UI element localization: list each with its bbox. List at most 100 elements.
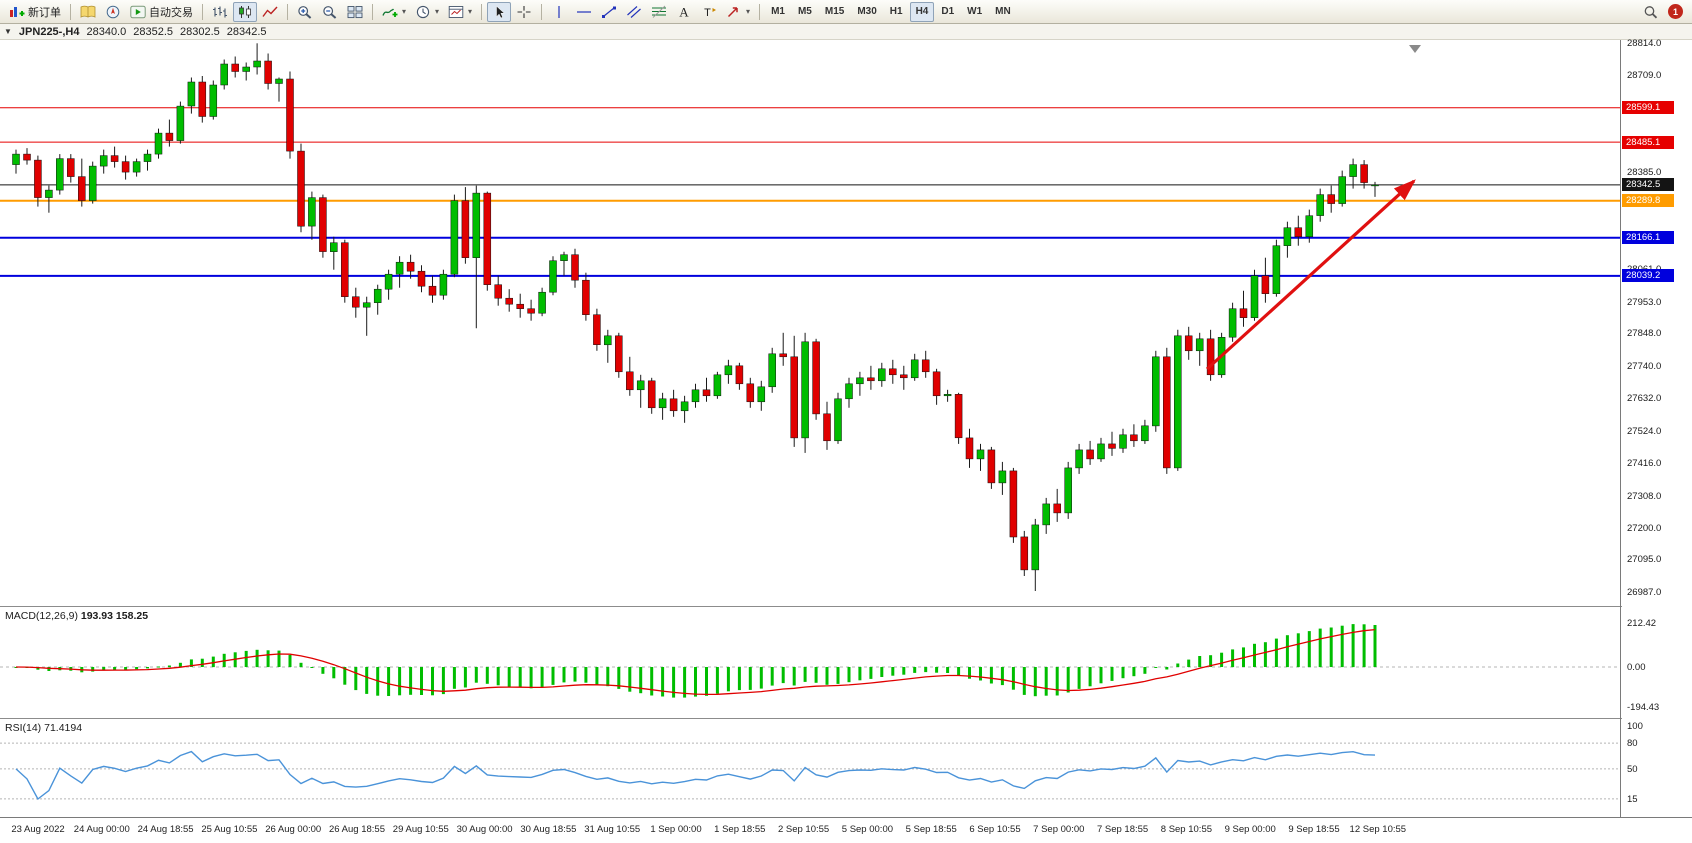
arrows-button[interactable]: ▾ [722,2,754,22]
zoom-in-button[interactable] [293,2,317,22]
cursor-icon [491,5,507,19]
svg-text:T: T [704,7,711,19]
line-chart-button[interactable] [258,2,282,22]
auto-trading-button[interactable]: 自动交易 [126,2,197,22]
tf-d1-button[interactable]: D1 [935,2,960,22]
tf-w1-button[interactable]: W1 [961,2,988,22]
tf-h4-button[interactable]: H4 [909,1,935,22]
search-button[interactable] [1639,2,1663,22]
price-tag: 28342.5 [1622,178,1674,192]
tf-m1-button[interactable]: M1 [765,2,791,22]
zoom-out-button[interactable] [318,2,342,22]
toolbar-separator [70,3,71,20]
crosshair-button[interactable] [512,2,536,22]
time-label: 8 Sep 10:55 [1160,824,1213,835]
time-label: 26 Aug 00:00 [265,824,322,835]
macd-pane[interactable]: MACD(12,26,9) 193.93 158.25 [0,608,1620,718]
fibonacci-button[interactable] [647,2,671,22]
toolbar-separator [759,3,761,20]
time-axis[interactable]: 23 Aug 2022 24 Aug 00:00 24 Aug 18:55 25 Au… [0,817,1692,843]
rsi-pane[interactable]: RSI(14) 71.4194 [0,720,1620,816]
cursor-button[interactable] [487,1,512,22]
clock-icon [415,5,431,19]
dropdown-caret-icon: ▾ [468,7,473,16]
tf-mn-button-label: MN [995,6,1011,17]
rsi-axis-label: 50 [1627,763,1638,775]
tile-windows-button[interactable] [343,2,367,22]
tile-windows-icon [347,5,363,19]
price-tag: 28485.1 [1622,135,1674,149]
market-watch-button[interactable] [76,2,100,22]
trendline-icon [601,5,617,19]
symbol-period-label: JPN225-,H4 [18,25,80,38]
bar-chart-button[interactable] [208,2,232,22]
tf-m30-button[interactable]: M30 [851,2,882,22]
zoom-in-icon [297,5,313,19]
macd-axis-label: -194.43 [1627,702,1660,714]
macd-signal-value: 158.25 [115,610,149,622]
ohlc-open: 28340.0 [86,25,127,38]
macd-label: MACD(12,26,9) 193.93 158.25 [5,610,148,622]
oneclick-trading-toggle[interactable]: ▼ [4,27,12,36]
text-button[interactable]: A [672,2,696,22]
templates-button[interactable]: ▾ [444,2,476,22]
time-label: 29 Aug 10:55 [392,824,449,835]
channel-icon [626,5,642,19]
price-tick: 26987.0 [1627,586,1662,598]
macd-axis-label: 212.42 [1627,618,1657,630]
toolbar-separator [287,3,288,20]
toolbar-separator [541,3,543,20]
trend-arrow[interactable] [1205,179,1416,371]
tf-h1-button[interactable]: H1 [884,2,909,22]
new-order-icon [9,5,25,19]
toolbar-separator [481,3,483,20]
macd-pane-separator[interactable] [0,606,1692,607]
tf-h4-button-label: H4 [915,6,929,17]
candle-chart-button[interactable] [233,1,257,22]
rsi-value: 71.4194 [44,722,83,734]
price-tag: 28039.2 [1622,269,1674,283]
market-watch-icon [80,5,96,19]
price-tick: 27632.0 [1627,393,1662,405]
text-icon: A [676,5,692,19]
auto-trading-icon [130,5,146,19]
rsi-name: RSI(14) [5,722,42,734]
price-axis-divider [1620,40,1621,817]
indicators-button[interactable]: ▾ [378,2,410,22]
time-label: 12 Sep 10:55 [1349,824,1407,835]
templates-icon [448,5,464,19]
time-label: 25 Aug 10:55 [201,824,258,835]
price-tick: 27095.0 [1627,554,1662,566]
price-tick: 27416.0 [1627,458,1662,470]
horizontal-line-button[interactable] [572,2,596,22]
rsi-axis-label: 15 [1627,793,1638,805]
periods-button[interactable]: ▾ [411,2,443,22]
time-label: 24 Aug 00:00 [73,824,130,835]
candle-chart-icon [237,5,253,19]
notifications-badge[interactable]: 1 [1664,2,1687,22]
vertical-line-button[interactable] [547,2,571,22]
price-tick: 27524.0 [1627,425,1662,437]
channel-button[interactable] [622,2,646,22]
rsi-pane-separator[interactable] [0,718,1692,719]
main-chart-pane[interactable] [0,40,1620,606]
new-order-button[interactable]: 新订单 [5,2,65,22]
trendline-button[interactable] [597,2,621,22]
price-tag: 28599.1 [1622,101,1674,115]
tf-m5-button[interactable]: M5 [792,2,818,22]
main-toolbar: 新订单 自动交易 ▾ ▾ ▾ A T ▾ M1 M5 M15 M30 H1 H4 D1 W1 MN 1 [0,0,1692,24]
tf-m15-button-label: M15 [824,6,845,17]
price-axis[interactable]: 28814.028709.028385.028061.027953.027848… [1622,38,1692,817]
ohlc-low: 28302.5 [180,25,220,38]
macd-value: 193.93 [80,610,113,622]
tf-m15-button[interactable]: M15 [819,2,850,22]
label-button[interactable]: T [697,2,721,22]
price-tick: 28709.0 [1627,69,1662,81]
tf-m5-button-label: M5 [797,6,812,17]
dropdown-caret-icon: ▾ [746,7,751,16]
tf-mn-button[interactable]: MN [989,2,1017,22]
time-label: 5 Sep 18:55 [905,824,957,835]
fibonacci-icon [651,5,667,19]
time-label: 2 Sep 10:55 [777,824,830,835]
navigator-button[interactable] [101,2,125,22]
